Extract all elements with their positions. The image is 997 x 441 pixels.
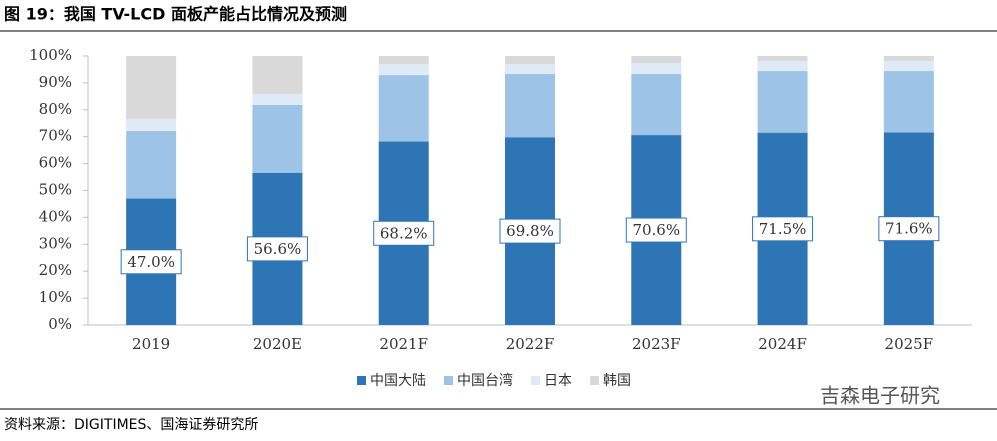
y-tick-label: 20%	[39, 261, 72, 279]
y-tick-label: 30%	[39, 234, 72, 252]
label-box	[878, 216, 940, 242]
bar-segment	[757, 71, 808, 133]
bar-segment	[126, 131, 177, 199]
chart-title: 图 19：我国 TV-LCD 面板产能占比情况及预测	[4, 5, 347, 24]
y-tick-label: 40%	[39, 207, 72, 225]
legend-label: 中国大陆	[370, 373, 426, 389]
legend-swatch	[357, 376, 366, 385]
x-tick-label: 2022F	[506, 335, 555, 353]
bar-segment	[126, 118, 177, 132]
data-label: 71.5%	[759, 220, 807, 238]
data-label: 68.2%	[380, 224, 428, 242]
bar-segment	[757, 56, 808, 62]
y-tick-label: 90%	[39, 73, 72, 91]
source: 资料来源：DIGITIMES、国海证券研究所	[4, 417, 258, 433]
label-box	[373, 220, 435, 246]
label-box	[499, 218, 561, 244]
x-tick-label: 2025F	[885, 335, 934, 353]
legend-label: 中国台湾	[457, 372, 513, 389]
legend-swatch	[531, 376, 540, 385]
bar-segment	[631, 74, 682, 136]
bar-segment	[252, 93, 303, 105]
x-tick-label: 2023F	[632, 335, 681, 353]
label-box	[752, 216, 814, 242]
x-tick-label: 2020E	[253, 335, 302, 353]
label-box	[625, 217, 687, 243]
data-label: 71.6%	[885, 220, 933, 238]
data-label: 70.6%	[632, 221, 680, 239]
bar-segment	[757, 61, 808, 72]
legend-swatch	[590, 376, 599, 385]
x-tick-label: 2024F	[758, 335, 807, 353]
y-tick-label: 60%	[39, 154, 72, 172]
y-tick-label: 50%	[39, 181, 72, 199]
x-tick-label: 2019	[132, 335, 170, 353]
label-box	[120, 249, 182, 275]
bar-segment	[631, 56, 682, 63]
label-box	[246, 236, 308, 262]
bar-segment	[126, 56, 177, 119]
bar-segment	[505, 56, 555, 65]
y-tick-label: 10%	[39, 288, 72, 306]
bar-segment	[505, 74, 555, 138]
bar-segment	[505, 64, 555, 75]
bar-segment	[378, 75, 429, 142]
legend-label: 日本	[544, 373, 572, 389]
y-tick-label: 0%	[48, 315, 72, 333]
y-tick-label: 100%	[29, 46, 72, 64]
legend-swatch	[444, 376, 453, 385]
legend-label: 韩国	[603, 373, 631, 389]
y-tick-label: 80%	[39, 100, 72, 118]
data-label: 47.0%	[127, 253, 175, 271]
bar-segment	[883, 71, 934, 133]
bar-segment	[883, 56, 934, 62]
bar-segment	[883, 61, 934, 72]
bar-segment	[378, 56, 429, 65]
bar-segment	[631, 62, 682, 75]
y-tick-label: 70%	[39, 127, 72, 145]
data-label: 69.8%	[506, 222, 554, 240]
bar-segment	[378, 64, 429, 76]
bar-segment	[252, 56, 303, 94]
bar-segment	[252, 104, 303, 173]
watermark: 吉森电子研究	[820, 384, 940, 408]
x-tick-label: 2021F	[379, 335, 428, 353]
data-label: 56.6%	[254, 240, 302, 258]
